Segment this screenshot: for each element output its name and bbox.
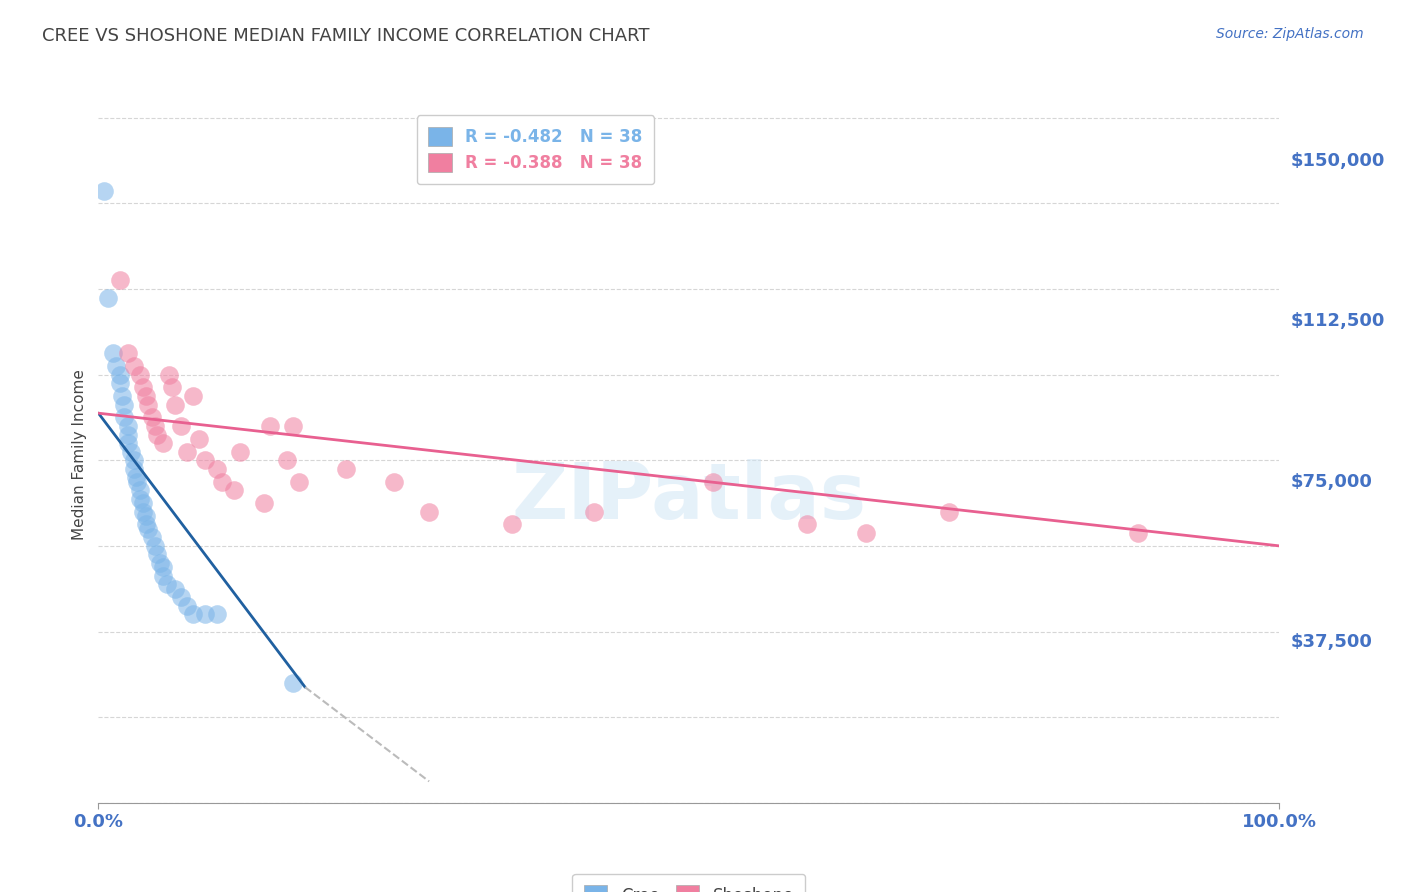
Point xyxy=(108,273,131,287)
Point xyxy=(1126,526,1149,541)
Point xyxy=(121,444,143,458)
Point xyxy=(170,419,193,434)
Point xyxy=(128,483,150,498)
Point xyxy=(135,508,157,523)
Text: CREE VS SHOSHONE MEDIAN FAMILY INCOME CORRELATION CHART: CREE VS SHOSHONE MEDIAN FAMILY INCOME CO… xyxy=(42,27,650,45)
Point xyxy=(501,517,523,532)
Point xyxy=(205,462,228,476)
Point xyxy=(382,475,405,489)
Point xyxy=(194,607,217,622)
Point xyxy=(141,410,163,425)
Point xyxy=(152,569,174,583)
Point xyxy=(122,462,145,476)
Point xyxy=(152,560,174,574)
Point xyxy=(152,436,174,450)
Point xyxy=(108,376,131,391)
Point xyxy=(938,505,960,519)
Point xyxy=(132,505,155,519)
Point xyxy=(165,398,187,412)
Point xyxy=(132,496,155,510)
Point xyxy=(108,368,131,382)
Point xyxy=(146,548,169,562)
Point xyxy=(112,410,135,425)
Point xyxy=(146,427,169,442)
Point xyxy=(149,556,172,570)
Point xyxy=(259,419,281,434)
Point xyxy=(122,453,145,467)
Point xyxy=(136,522,159,536)
Point xyxy=(128,491,150,506)
Point xyxy=(160,380,183,394)
Point xyxy=(211,475,233,489)
Point xyxy=(156,577,179,591)
Point xyxy=(181,607,204,622)
Point xyxy=(136,398,159,412)
Point xyxy=(205,607,228,622)
Point xyxy=(418,505,440,519)
Text: $37,500: $37,500 xyxy=(1291,633,1372,651)
Point xyxy=(141,530,163,544)
Point xyxy=(125,470,148,484)
Y-axis label: Median Family Income: Median Family Income xyxy=(72,369,87,541)
Point xyxy=(187,432,209,446)
Point xyxy=(117,346,139,360)
Point xyxy=(583,505,606,519)
Point xyxy=(101,346,124,360)
Point xyxy=(283,676,305,690)
Point xyxy=(157,368,180,382)
Point xyxy=(702,475,724,489)
Point xyxy=(93,184,115,198)
Point xyxy=(111,389,134,403)
Point xyxy=(796,517,818,532)
Point xyxy=(122,359,145,373)
Point xyxy=(132,380,155,394)
Point xyxy=(253,496,276,510)
Point xyxy=(165,582,187,596)
Text: $112,500: $112,500 xyxy=(1291,312,1385,330)
Text: ZIPatlas: ZIPatlas xyxy=(512,458,866,534)
Point xyxy=(855,526,877,541)
Point xyxy=(117,427,139,442)
Point xyxy=(97,291,120,305)
Point xyxy=(112,398,135,412)
Point xyxy=(127,475,149,489)
Point xyxy=(283,419,305,434)
Point xyxy=(181,389,204,403)
Point xyxy=(335,462,357,476)
Point xyxy=(288,475,311,489)
Point xyxy=(224,483,246,498)
Point xyxy=(170,591,193,605)
Point xyxy=(276,453,298,467)
Point xyxy=(143,419,166,434)
Point xyxy=(176,599,198,613)
Point xyxy=(135,517,157,532)
Point xyxy=(117,419,139,434)
Point xyxy=(117,436,139,450)
Text: $150,000: $150,000 xyxy=(1291,152,1385,169)
Text: Source: ZipAtlas.com: Source: ZipAtlas.com xyxy=(1216,27,1364,41)
Text: $75,000: $75,000 xyxy=(1291,473,1372,491)
Point xyxy=(143,539,166,553)
Point xyxy=(135,389,157,403)
Point xyxy=(128,368,150,382)
Point xyxy=(229,444,252,458)
Point xyxy=(194,453,217,467)
Point xyxy=(105,359,128,373)
Point xyxy=(176,444,198,458)
Legend: Cree, Shoshone: Cree, Shoshone xyxy=(572,874,806,892)
